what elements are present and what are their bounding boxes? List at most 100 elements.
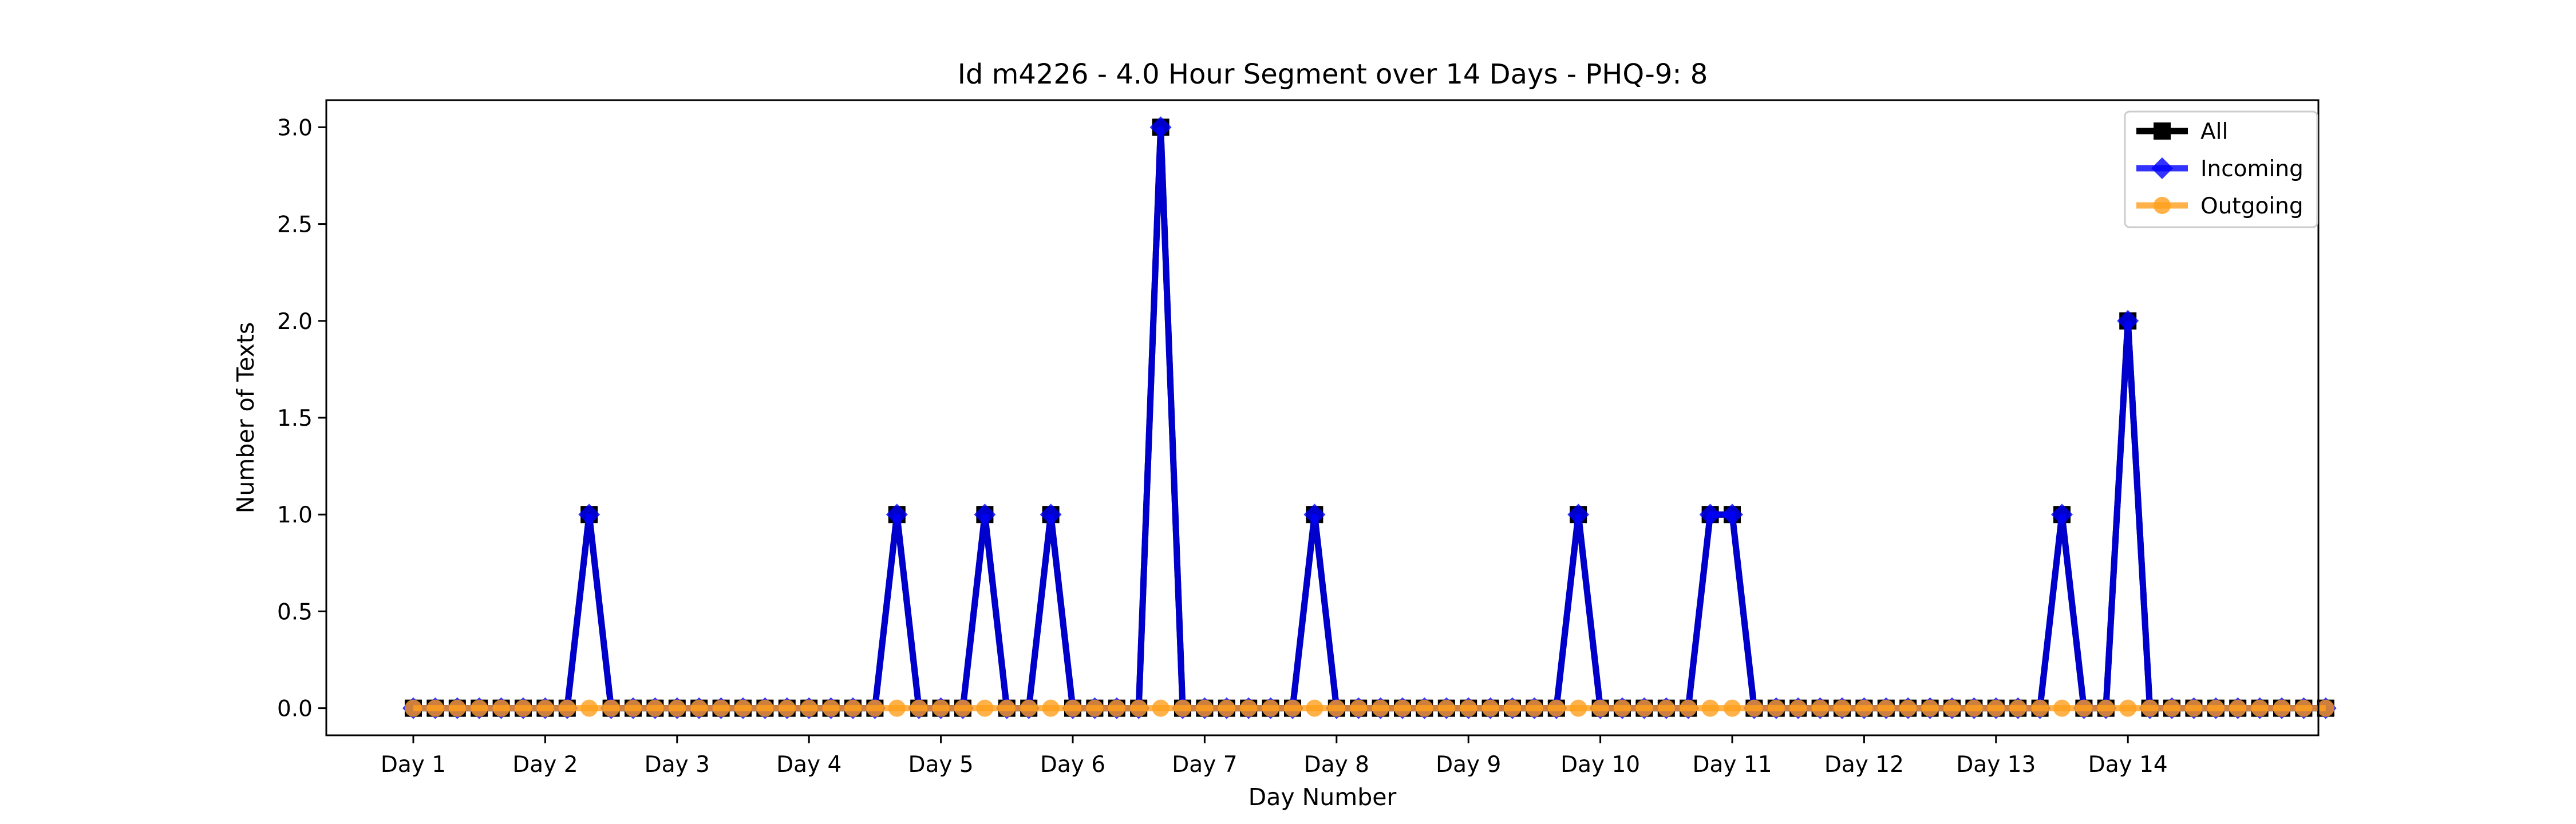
data-point-outgoing — [910, 699, 928, 717]
data-point-outgoing — [602, 699, 620, 717]
x-tick-label: Day 12 — [1824, 752, 1904, 778]
x-axis-title: Day Number — [1249, 783, 1397, 811]
data-point-outgoing — [492, 699, 510, 717]
data-point-outgoing — [405, 699, 422, 717]
data-point-outgoing — [1108, 699, 1125, 717]
legend: All Incoming Outgoing — [2124, 110, 2318, 228]
data-point-outgoing — [1570, 699, 1587, 717]
legend-marker — [2154, 122, 2171, 140]
data-point-outgoing — [1811, 699, 1829, 717]
data-point-outgoing — [1306, 699, 1323, 717]
plot-frame — [325, 99, 2320, 736]
data-point-outgoing — [471, 699, 488, 717]
data-point-outgoing — [2317, 699, 2334, 717]
data-point-outgoing — [1020, 699, 1038, 717]
data-point-outgoing — [1614, 699, 1631, 717]
data-point-outgoing — [800, 699, 818, 717]
data-point-outgoing — [1218, 699, 1235, 717]
data-point-outgoing — [1394, 699, 1411, 717]
data-point-outgoing — [1240, 699, 1258, 717]
legend-marker — [2151, 157, 2173, 179]
data-point-incoming — [2051, 504, 2073, 526]
data-point-outgoing — [888, 699, 906, 717]
legend-label: Incoming — [2200, 156, 2304, 182]
data-point-outgoing — [2207, 699, 2225, 717]
data-point-outgoing — [1921, 699, 1939, 717]
data-point-outgoing — [844, 699, 862, 717]
data-point-outgoing — [1196, 699, 1214, 717]
data-point-outgoing — [515, 699, 532, 717]
legend-marker — [2154, 197, 2171, 214]
data-point-outgoing — [2075, 699, 2093, 717]
data-point-outgoing — [2031, 699, 2049, 717]
data-point-incoming — [1303, 504, 1326, 526]
data-point-outgoing — [2009, 699, 2027, 717]
data-point-incoming — [1699, 504, 1721, 526]
y-tick-label: 2.5 — [277, 212, 313, 238]
y-tick-label: 0.0 — [277, 696, 313, 722]
data-point-outgoing — [2273, 699, 2290, 717]
data-point-outgoing — [734, 699, 752, 717]
x-tick-label: Day 9 — [1436, 752, 1501, 778]
data-point-outgoing — [690, 699, 708, 717]
data-point-outgoing — [778, 699, 796, 717]
y-tick-label: 2.0 — [277, 309, 313, 335]
data-point-outgoing — [932, 699, 950, 717]
y-tick-label: 1.0 — [277, 502, 313, 528]
legend-label: Outgoing — [2200, 193, 2304, 219]
data-point-outgoing — [1635, 699, 1653, 717]
data-point-outgoing — [1547, 699, 1565, 717]
data-point-outgoing — [2053, 699, 2071, 717]
data-point-outgoing — [1745, 699, 1763, 717]
data-point-outgoing — [1680, 699, 1697, 717]
data-point-outgoing — [625, 699, 642, 717]
data-point-outgoing — [1877, 699, 1895, 717]
data-point-outgoing — [998, 699, 1016, 717]
data-point-outgoing — [1327, 699, 1345, 717]
x-tick-label: Day 4 — [776, 752, 841, 778]
data-point-outgoing — [866, 699, 884, 717]
data-point-outgoing — [2119, 699, 2137, 717]
data-point-outgoing — [1152, 699, 1170, 717]
data-point-incoming — [1721, 504, 1743, 526]
data-point-outgoing — [712, 699, 730, 717]
x-tick-label: Day 7 — [1172, 752, 1237, 778]
data-point-outgoing — [2097, 699, 2115, 717]
data-point-outgoing — [1262, 699, 1279, 717]
data-point-incoming — [2117, 310, 2139, 332]
data-point-outgoing — [1657, 699, 1675, 717]
data-point-outgoing — [1526, 699, 1543, 717]
data-point-outgoing — [756, 699, 774, 717]
data-point-outgoing — [1834, 699, 1851, 717]
data-point-outgoing — [668, 699, 686, 717]
x-tick-label: Day 11 — [1692, 752, 1772, 778]
data-point-outgoing — [1767, 699, 1785, 717]
data-point-outgoing — [1701, 699, 1719, 717]
data-point-outgoing — [1416, 699, 1433, 717]
data-point-outgoing — [2229, 699, 2247, 717]
x-tick-label: Day 3 — [645, 752, 710, 778]
x-tick-label: Day 2 — [512, 752, 578, 778]
data-point-incoming — [974, 504, 996, 526]
data-point-outgoing — [1460, 699, 1477, 717]
data-point-outgoing — [2295, 699, 2313, 717]
data-point-outgoing — [1965, 699, 1983, 717]
data-point-outgoing — [536, 699, 554, 717]
x-tick-label: Day 13 — [1956, 752, 2036, 778]
legend-box — [2124, 110, 2318, 228]
x-tick-label: Day 8 — [1304, 752, 1369, 778]
data-point-outgoing — [426, 699, 444, 717]
data-point-outgoing — [954, 699, 971, 717]
data-point-outgoing — [1987, 699, 2005, 717]
data-point-outgoing — [1174, 699, 1191, 717]
x-tick-label: Day 14 — [2088, 752, 2168, 778]
y-tick-label: 3.0 — [277, 115, 313, 141]
data-point-outgoing — [1943, 699, 1961, 717]
data-point-incoming — [578, 504, 600, 526]
data-point-incoming — [1567, 504, 1590, 526]
data-point-incoming — [1040, 504, 1062, 526]
data-point-outgoing — [2163, 699, 2180, 717]
data-point-outgoing — [1064, 699, 1081, 717]
data-point-outgoing — [1284, 699, 1301, 717]
